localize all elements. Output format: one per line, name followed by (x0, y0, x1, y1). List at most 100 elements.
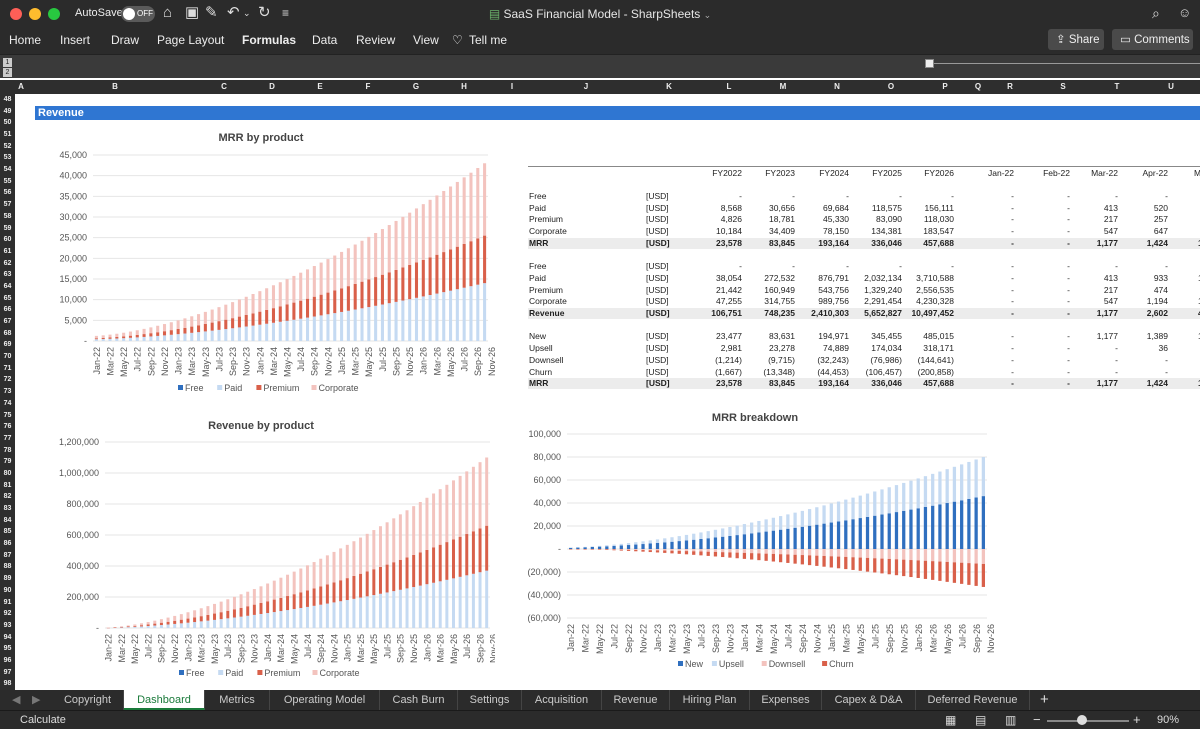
column-header[interactable]: C (221, 82, 227, 91)
column-header[interactable]: K (666, 82, 672, 91)
sheet-tab-acquisition[interactable]: Acquisition (522, 690, 602, 710)
sheet-tab-copyright[interactable]: Copyright (52, 690, 124, 710)
close-window-button[interactable] (10, 8, 22, 20)
sheet-tab-capex-d-a[interactable]: Capex & D&A (822, 690, 916, 710)
mrr-by-product-chart[interactable]: 45,000 40,000 35,000 30,000 25,000 20,000 15,0… (35, 144, 495, 394)
row-header[interactable]: 82 (3, 493, 12, 501)
row-header[interactable]: 91 (3, 598, 12, 606)
sheet-tab-operating-model[interactable]: Operating Model (270, 690, 380, 710)
row-header[interactable]: 75 (3, 411, 12, 419)
sheet-tab-revenue[interactable]: Revenue (602, 690, 670, 710)
tab-insert[interactable]: Insert (60, 33, 91, 47)
row-header[interactable]: 56 (3, 189, 12, 197)
sheet-tab-cash-burn[interactable]: Cash Burn (380, 690, 458, 710)
row-header[interactable]: 70 (3, 353, 12, 361)
page-layout-view-icon[interactable]: ▤ (975, 713, 987, 727)
tab-formulas[interactable]: Formulas (242, 33, 297, 47)
column-header[interactable]: I (510, 82, 514, 91)
edit-icon[interactable]: ✎ (205, 4, 218, 21)
row-header[interactable]: 72 (3, 376, 12, 384)
home-icon[interactable]: ⌂ (163, 4, 173, 21)
worksheet[interactable]: Revenue MRR by product 45,000 40,000 35,00… (15, 94, 1200, 690)
tab-data[interactable]: Data (312, 33, 338, 47)
column-header[interactable]: P (942, 82, 948, 91)
outline-level-1[interactable]: 1 (3, 58, 12, 67)
autosave-toggle[interactable]: OFF (121, 6, 155, 22)
row-header[interactable]: 58 (3, 212, 12, 220)
column-header[interactable]: T (1114, 82, 1120, 91)
customize-toolbar-icon[interactable]: ≡ (282, 6, 290, 20)
row-header[interactable]: 65 (3, 294, 12, 302)
row-header[interactable]: 50 (3, 119, 12, 127)
row-header[interactable]: 81 (3, 481, 12, 489)
row-header[interactable]: 64 (3, 282, 12, 290)
row-header[interactable]: 89 (3, 575, 12, 583)
column-header[interactable]: H (461, 82, 467, 91)
row-header[interactable]: 71 (3, 364, 12, 372)
row-header[interactable]: 54 (3, 166, 12, 174)
row-header[interactable]: 84 (3, 516, 12, 524)
tab-review[interactable]: Review (356, 33, 396, 47)
row-header[interactable]: 48 (3, 96, 12, 103)
row-header[interactable]: 77 (3, 434, 12, 442)
row-header[interactable]: 60 (3, 236, 12, 244)
mrr-breakdown-chart[interactable]: 100,000 80,000 60,000 40,000 20,000 - (20,000)… (515, 424, 995, 684)
row-header[interactable]: 98 (3, 680, 12, 688)
share-button[interactable]: ⇪ Share (1048, 29, 1104, 50)
row-header[interactable]: 69 (3, 341, 12, 349)
sheet-tab-metrics[interactable]: Metrics (205, 690, 270, 710)
row-header[interactable]: 92 (3, 610, 12, 618)
column-header[interactable]: A (18, 82, 24, 91)
sheet-tab-deferred-revenue[interactable]: Deferred Revenue (916, 690, 1030, 710)
page-break-view-icon[interactable]: ▥ (1005, 713, 1017, 727)
row-header[interactable]: 80 (3, 469, 12, 477)
row-header[interactable]: 74 (3, 399, 12, 407)
row-header[interactable]: 49 (3, 107, 12, 115)
sheet-tab-expenses[interactable]: Expenses (750, 690, 822, 710)
row-header[interactable]: 52 (3, 142, 12, 150)
scroll-right-icon[interactable]: ▶ (32, 694, 41, 706)
zoom-out-button[interactable]: − (1033, 712, 1041, 727)
tab-view[interactable]: View (413, 33, 439, 47)
tab-home[interactable]: Home (9, 33, 42, 47)
row-header[interactable]: 67 (3, 318, 12, 326)
row-header[interactable]: 78 (3, 446, 12, 454)
row-header[interactable]: 86 (3, 540, 12, 548)
revenue-by-product-chart[interactable]: 1,200,000 1,000,000 800,000 600,000 400,000 2… (35, 432, 495, 682)
row-header[interactable]: 97 (3, 668, 12, 676)
column-header[interactable]: D (269, 82, 275, 91)
row-header[interactable]: 62 (3, 259, 12, 267)
redo-icon[interactable]: ↻ (258, 4, 271, 21)
column-header[interactable]: S (1060, 82, 1066, 91)
comments-button[interactable]: ▭ Comments (1112, 29, 1193, 50)
row-header[interactable]: 85 (3, 528, 12, 536)
row-header[interactable]: 63 (3, 271, 12, 279)
title-dropdown-icon[interactable]: ⌄ (703, 10, 712, 20)
row-header[interactable]: 83 (3, 505, 12, 513)
undo-icon[interactable]: ↶ (227, 4, 240, 21)
row-header[interactable]: 51 (3, 131, 12, 139)
row-header[interactable]: 90 (3, 586, 12, 594)
row-header[interactable]: 93 (3, 621, 12, 629)
row-header[interactable]: 59 (3, 224, 12, 232)
row-header[interactable]: 68 (3, 329, 12, 337)
column-header[interactable]: G (412, 82, 420, 91)
row-header[interactable]: 79 (3, 458, 12, 466)
account-icon[interactable]: ☺ (1178, 5, 1192, 20)
undo-dropdown-icon[interactable]: ⌄ (243, 8, 251, 18)
zoom-slider[interactable] (1047, 720, 1129, 722)
column-header[interactable]: B (112, 82, 118, 91)
outline-collapse-button[interactable] (925, 59, 934, 68)
tab-page-layout[interactable]: Page Layout (157, 33, 225, 47)
tab-draw[interactable]: Draw (111, 33, 140, 47)
row-header[interactable]: 88 (3, 563, 12, 571)
column-header[interactable]: F (365, 82, 371, 91)
search-icon[interactable]: ⌕ (1152, 5, 1160, 21)
row-header[interactable]: 53 (3, 154, 12, 162)
column-header[interactable]: M (779, 82, 787, 91)
column-header[interactable]: U (1168, 82, 1174, 91)
column-header[interactable]: R (1007, 82, 1013, 91)
row-header[interactable]: 55 (3, 177, 12, 185)
row-header[interactable]: 96 (3, 656, 12, 664)
row-header[interactable]: 61 (3, 247, 12, 255)
